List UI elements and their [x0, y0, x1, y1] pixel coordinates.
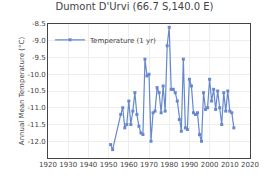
svg-text:-10.0: -10.0	[27, 71, 45, 79]
svg-text:Annual Mean Temperature (°C): Annual Mean Temperature (°C)	[18, 37, 26, 146]
svg-text:-12.0: -12.0	[27, 138, 45, 146]
svg-text:-11.0: -11.0	[27, 104, 45, 112]
svg-text:2020: 2020	[241, 161, 259, 169]
svg-text:1990: 1990	[180, 161, 198, 169]
svg-text:Dumont D'Urvi (66.7 S,140.0 E): Dumont D'Urvi (66.7 S,140.0 E)	[56, 1, 214, 12]
svg-text:2000: 2000	[201, 161, 219, 169]
svg-text:-11.5: -11.5	[27, 121, 45, 129]
svg-text:-9.0: -9.0	[32, 37, 46, 45]
svg-text:1920: 1920	[39, 161, 57, 169]
svg-text:-9.5: -9.5	[32, 54, 46, 62]
svg-text:-10.5: -10.5	[27, 87, 45, 95]
svg-text:1930: 1930	[59, 161, 77, 169]
svg-text:1970: 1970	[140, 161, 158, 169]
svg-text:2010: 2010	[221, 161, 239, 169]
svg-text:1960: 1960	[120, 161, 138, 169]
svg-text:-8.5: -8.5	[32, 20, 46, 28]
svg-text:1940: 1940	[79, 161, 97, 169]
svg-text:1980: 1980	[160, 161, 178, 169]
svg-text:1950: 1950	[100, 161, 118, 169]
svg-text:Temperature (1 yr): Temperature (1 yr)	[89, 37, 156, 45]
